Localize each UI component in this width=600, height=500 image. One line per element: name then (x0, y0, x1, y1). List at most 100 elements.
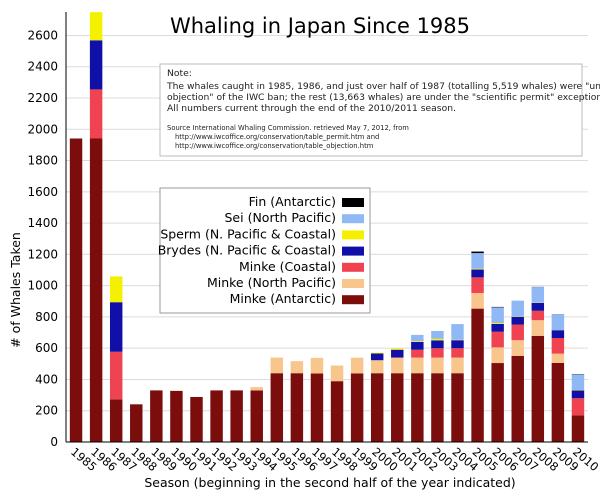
bar-segment (330, 365, 344, 382)
chart-title: Whaling in Japan Since 1985 (170, 14, 470, 38)
bar-segment (531, 287, 545, 303)
bar-segment (89, 40, 103, 90)
bar-segment (310, 357, 324, 374)
bar-segment (350, 357, 364, 374)
bar-segment (431, 330, 444, 339)
bar-segment (471, 251, 484, 254)
bar-segment (411, 334, 424, 342)
bar-segment (431, 340, 444, 349)
y-tick-label: 400 (35, 372, 58, 386)
note-source-line: Source International Whaling Commission.… (167, 124, 409, 132)
bar-segment (69, 138, 83, 443)
y-tick-label: 2200 (27, 91, 58, 105)
bar-segment (290, 373, 304, 442)
y-tick-label: 2400 (27, 60, 58, 74)
bar-segment (451, 373, 464, 442)
y-tick-label: 2000 (27, 122, 58, 136)
bar-segment (250, 390, 263, 442)
bar-segment (370, 353, 384, 361)
bar-segment (310, 373, 324, 442)
bar-segment (451, 340, 464, 349)
legend-swatch (342, 279, 364, 288)
bar-segment (531, 335, 545, 442)
bar-segment (571, 374, 585, 390)
legend-swatch (342, 214, 364, 224)
bar-segment (571, 398, 585, 416)
bar-segment (491, 307, 504, 324)
legend-swatch (342, 246, 364, 256)
bar-segment (531, 302, 545, 311)
bar-segment (511, 316, 524, 325)
legend: Fin (Antarctic)Sei (North Pacific)Sperm … (158, 187, 371, 314)
legend-swatch (342, 262, 364, 272)
bar-segment (89, 89, 103, 139)
legend-label: Brydes (N. Pacific & Coastal) (158, 243, 336, 258)
legend-label: Sperm (N. Pacific & Coastal) (160, 226, 336, 241)
legend-swatch (342, 198, 364, 207)
bar-segment (411, 357, 424, 374)
bar-segment (391, 348, 404, 350)
bar-segment (391, 373, 404, 442)
note-box: Note: The whales caught in 1985, 1986, an… (159, 63, 600, 157)
bar-segment (250, 387, 263, 391)
bar-segment (190, 396, 203, 442)
bar-segment (531, 310, 545, 321)
bar-segment (471, 277, 484, 293)
bar-segment (270, 373, 284, 442)
legend-label: Minke (Coastal) (239, 259, 336, 274)
bar-segment (491, 347, 504, 364)
bar-segment (391, 357, 404, 374)
bar-segment (491, 323, 504, 324)
y-tick-label: 1800 (27, 154, 58, 168)
legend-swatch (342, 295, 364, 305)
bar-segment (531, 320, 545, 336)
y-tick-label: 800 (35, 310, 58, 324)
bar-segment (411, 373, 424, 442)
bar-segment (551, 338, 565, 354)
bar-segment (109, 351, 123, 400)
axes: 0 200 400 600 800 1000 1200 1400 1600 1800 2000 220… (27, 12, 600, 474)
bar-segment (391, 349, 404, 358)
bar-segment (109, 399, 123, 442)
note-line: objection" of the IWC ban; the rest (13,… (167, 92, 600, 103)
bar-segment (230, 390, 243, 442)
bar-segment (330, 381, 344, 442)
bar-segment (89, 138, 103, 443)
note-frame (159, 63, 583, 157)
bar-segment (511, 340, 524, 356)
bar-segment (109, 302, 123, 352)
bar-segment (471, 292, 484, 309)
bar-segment (370, 373, 384, 442)
bar-segment (431, 348, 444, 358)
bar-segment (370, 352, 384, 354)
bar-segment (571, 415, 585, 442)
bar-segment (411, 341, 424, 350)
bar-segment (350, 373, 364, 442)
bar-segment (130, 404, 143, 442)
y-tick-label: 600 (35, 341, 58, 355)
legend-swatch (342, 230, 364, 240)
note-heading: Note: (167, 68, 192, 79)
bar-segment (471, 269, 484, 278)
bar-segment (210, 390, 223, 442)
bar-segment (170, 390, 183, 442)
bar-segment (411, 341, 424, 342)
bar-segment (491, 363, 504, 442)
bar-segment (571, 390, 585, 399)
note-source-line: http://www.iwcoffice.org/conservation/ta… (175, 133, 379, 141)
legend-frame (159, 187, 371, 314)
bar-segment (431, 373, 444, 442)
bar-segment (431, 357, 444, 374)
legend-label: Minke (North Pacific) (207, 275, 336, 290)
bar-segment (270, 357, 284, 374)
y-tick-label: 0 (50, 435, 58, 449)
y-tick-label: 1400 (27, 216, 58, 230)
bar-segment (551, 330, 565, 339)
bar-segment (491, 331, 504, 348)
note-line: The whales caught in 1985, 1986, and jus… (166, 81, 600, 92)
bar-segment (551, 314, 565, 331)
y-axis-label: # of Whales Taken (8, 232, 23, 348)
legend-label: Sei (North Pacific) (225, 210, 337, 225)
bar-segment (451, 348, 464, 358)
